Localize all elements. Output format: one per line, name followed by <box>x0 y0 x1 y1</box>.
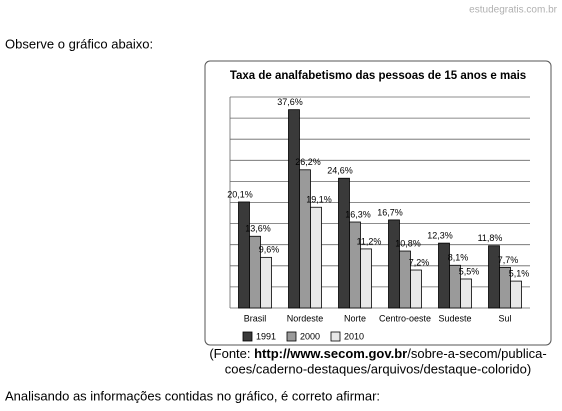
data-label: 5,1% <box>509 268 530 278</box>
x-tick-label: Nordeste <box>287 313 324 323</box>
legend-swatch <box>242 331 253 342</box>
legend-label: 2010 <box>344 331 364 341</box>
data-label: 13,6% <box>245 224 271 234</box>
bar <box>299 169 311 309</box>
legend-label: 2000 <box>300 331 320 341</box>
data-label: 11,2% <box>357 236 382 246</box>
source-rest: /sobre-a-secom/publica- <box>407 346 546 361</box>
bar <box>410 269 422 309</box>
legend-swatch <box>330 331 341 342</box>
data-label: 9,6% <box>259 245 280 255</box>
x-tick-label: Brasil <box>244 313 267 323</box>
source-prefix: (Fonte: <box>209 346 254 361</box>
x-tick-label: Centro-oeste <box>379 313 431 323</box>
source-line: coes/caderno-destaques/arquivos/destaque… <box>225 361 531 376</box>
x-tick-label: Sudeste <box>438 313 471 323</box>
source-line: (Fonte: http://www.secom.gov.br/sobre-a-… <box>209 346 546 361</box>
bar <box>460 278 472 309</box>
watermark: estudegratis.com.br <box>469 5 557 16</box>
data-label: 24,6% <box>327 166 353 176</box>
data-label: 16,3% <box>345 209 371 219</box>
legend-label: 1991 <box>256 331 276 341</box>
data-label: 19,1% <box>306 195 332 205</box>
data-label: 20,1% <box>227 189 253 199</box>
bar <box>338 177 350 309</box>
source-url: http://www.secom.gov.br <box>254 346 407 361</box>
data-label: 26,2% <box>295 157 321 167</box>
bar <box>510 280 522 309</box>
bar <box>360 248 372 309</box>
intro-text: Observe o gráfico abaixo: <box>5 36 153 51</box>
data-label: 16,7% <box>377 207 403 217</box>
data-label: 5,5% <box>459 266 480 276</box>
bar <box>260 256 272 309</box>
data-label: 8,1% <box>448 253 469 263</box>
chart-frame <box>204 60 552 346</box>
bar <box>310 206 322 309</box>
chart: Brasil 20,1% 13,6% 9,6% Nordeste 37,6% 26,2% 19… <box>227 96 530 342</box>
data-label: 12,3% <box>427 230 453 240</box>
chart-title: Taxa de analfabetismo das pessoas de 15 … <box>230 70 526 82</box>
data-label: 11,8% <box>478 233 503 243</box>
x-tick-label: Sul <box>498 313 511 323</box>
legend-swatch <box>286 331 297 342</box>
bar <box>238 201 250 309</box>
data-label: 37,6% <box>277 97 303 107</box>
bar <box>288 109 300 309</box>
data-label: 10,8% <box>395 238 421 248</box>
bar <box>388 219 400 309</box>
question-text: Analisando as informações contidas no gr… <box>5 388 380 403</box>
data-label: 7,7% <box>498 255 519 265</box>
bar <box>349 221 361 309</box>
x-tick-label: Norte <box>344 313 366 323</box>
data-label: 7,2% <box>409 257 430 267</box>
